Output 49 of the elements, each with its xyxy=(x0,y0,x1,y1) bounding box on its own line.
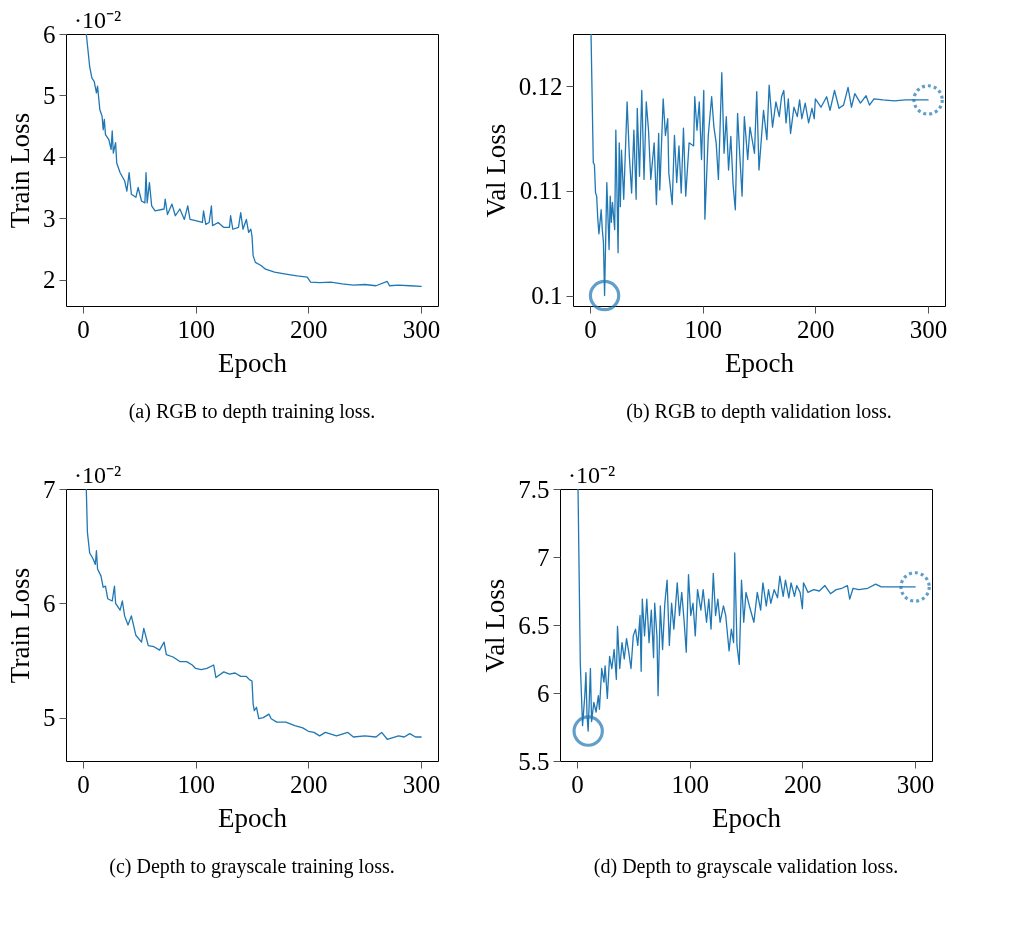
x-tick-label: 0 xyxy=(584,315,597,343)
line-series xyxy=(85,489,422,740)
x-axis-title: Epoch xyxy=(218,802,288,833)
x-tick-label: 300 xyxy=(402,770,441,798)
x-tick-label: 100 xyxy=(177,315,215,343)
y-tick-label: 0.1 xyxy=(531,282,563,310)
y-tick-label: 5 xyxy=(43,81,56,109)
y-tick-label: 2 xyxy=(43,266,56,294)
y-tick-label: 7 xyxy=(43,475,56,503)
text: (b) RGB to depth validation loss. xyxy=(626,400,892,423)
x-tick-label: 200 xyxy=(290,315,328,343)
x-tick-label: 200 xyxy=(290,770,328,798)
x-tick-label: 100 xyxy=(671,770,709,798)
x-tick-label: 0 xyxy=(77,315,90,343)
y-tick-label: 6 xyxy=(537,679,550,707)
y-tick-label: 3 xyxy=(43,204,56,232)
x-axis-title: Epoch xyxy=(725,347,795,378)
y-axis-title: Train Loss xyxy=(5,567,35,684)
text: ·10⁻² xyxy=(74,462,122,488)
x-tick-label: 100 xyxy=(684,315,722,343)
text: (a) RGB to depth training loss. xyxy=(128,400,376,423)
x-tick-label: 0 xyxy=(571,770,584,798)
x-axis-title: Epoch xyxy=(712,802,782,833)
y-tick-label: 7 xyxy=(537,543,550,571)
x-tick-label: 300 xyxy=(402,315,441,343)
x-tick-label: 100 xyxy=(177,770,215,798)
y-tick-label: 6.5 xyxy=(518,611,550,639)
x-axis-title: Epoch xyxy=(218,347,288,378)
y-axis-title: Val Loss xyxy=(480,578,511,673)
y-axis-title: Train Loss xyxy=(5,112,35,229)
y-tick-label: 5 xyxy=(43,704,56,732)
y-tick-label: 0.12 xyxy=(518,72,563,100)
x-tick-label: 200 xyxy=(784,770,822,798)
y-tick-label: 6 xyxy=(43,20,56,48)
x-tick-label: 300 xyxy=(909,315,948,343)
y-tick-label: 7.5 xyxy=(518,475,550,503)
text: (d) Depth to grayscale validation loss. xyxy=(593,855,899,878)
x-tick-label: 200 xyxy=(797,315,835,343)
line-series xyxy=(85,34,422,287)
text: (c) Depth to grayscale training loss. xyxy=(109,855,395,878)
x-tick-label: 300 xyxy=(896,770,935,798)
text: ·10⁻² xyxy=(74,7,122,33)
y-axis-title: Val Loss xyxy=(480,123,511,218)
x-tick-label: 0 xyxy=(77,770,90,798)
y-tick-label: 6 xyxy=(43,589,56,617)
y-tick-label: 0.11 xyxy=(519,177,563,205)
y-tick-label: 5.5 xyxy=(518,747,550,775)
text: ·10⁻² xyxy=(568,462,616,488)
y-tick-label: 4 xyxy=(43,143,56,171)
